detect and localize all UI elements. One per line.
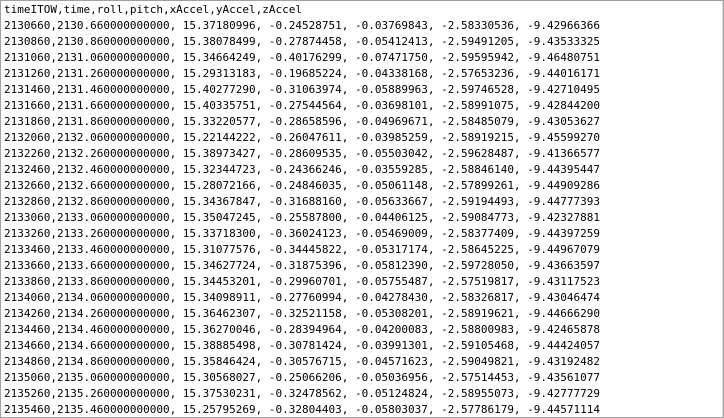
data-line: 2134060,2134.060000000000, 15.34098911, … <box>4 291 601 304</box>
text-lines: timeITOW,time,roll,pitch,xAccel,yAccel,z… <box>4 2 723 417</box>
data-line: 2135260,2135.260000000000, 15.37530231, … <box>4 387 601 400</box>
data-line: 2132860,2132.860000000000, 15.34367847, … <box>4 195 601 208</box>
data-line: 2130660,2130.660000000000, 15.37180996, … <box>4 19 601 32</box>
viewer-edge <box>722 1 723 417</box>
data-line: 2130860,2130.860000000000, 15.38078499, … <box>4 35 601 48</box>
data-line: 2131060,2131.060000000000, 15.34664249, … <box>4 51 601 64</box>
data-line: 2131260,2131.260000000000, 15.29313183, … <box>4 67 601 80</box>
data-line: 2133660,2133.660000000000, 15.34627724, … <box>4 259 601 272</box>
data-line: 2134660,2134.660000000000, 15.38885498, … <box>4 339 601 352</box>
data-line: 2132260,2132.260000000000, 15.38973427, … <box>4 147 601 160</box>
data-line: 2134860,2134.860000000000, 15.35846424, … <box>4 355 601 368</box>
header-line: timeITOW,time,roll,pitch,xAccel,yAccel,z… <box>4 3 303 16</box>
data-line: 2135060,2135.060000000000, 15.30568027, … <box>4 371 601 384</box>
data-line: 2132060,2132.060000000000, 15.22144222, … <box>4 131 601 144</box>
data-line: 2134260,2134.260000000000, 15.36462307, … <box>4 307 601 320</box>
data-line: 2132660,2132.660000000000, 15.28072166, … <box>4 179 601 192</box>
data-line: 2133060,2133.060000000000, 15.35047245, … <box>4 211 601 224</box>
data-line: 2133860,2133.860000000000, 15.34453201, … <box>4 275 601 288</box>
data-line: 2133260,2133.260000000000, 15.33718300, … <box>4 227 601 240</box>
data-line: 2131460,2131.460000000000, 15.40277290, … <box>4 83 601 96</box>
data-line: 2135460,2135.460000000000, 15.25795269, … <box>4 403 601 416</box>
data-line: 2132460,2132.460000000000, 15.32344723, … <box>4 163 601 176</box>
data-line: 2131860,2131.860000000000, 15.33220577, … <box>4 115 601 128</box>
data-line: 2134460,2134.460000000000, 15.36270046, … <box>4 323 601 336</box>
data-line: 2131660,2131.660000000000, 15.40335751, … <box>4 99 601 112</box>
data-line: 2133460,2133.460000000000, 15.31077576, … <box>4 243 601 256</box>
